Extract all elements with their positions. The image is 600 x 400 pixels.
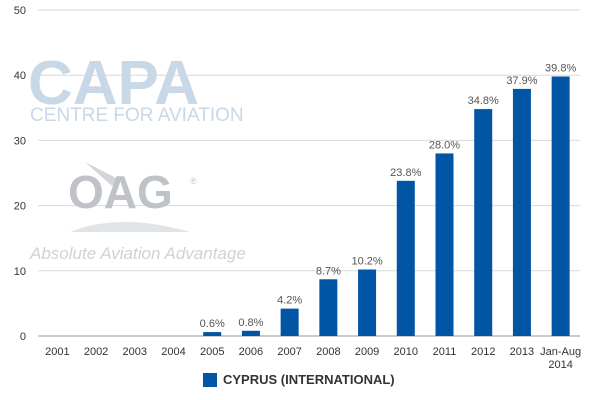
y-tick-label: 40 bbox=[14, 70, 26, 82]
legend-swatch bbox=[203, 372, 217, 387]
data-label: 10.2% bbox=[351, 255, 382, 267]
capa-watermark-subtitle: CENTRE FOR AVIATION bbox=[30, 105, 244, 126]
y-tick-label: 50 bbox=[14, 5, 26, 17]
legend: CYPRUS (INTERNATIONAL) bbox=[203, 372, 395, 387]
oag-registered-mark: ® bbox=[190, 176, 197, 186]
bar bbox=[396, 180, 415, 336]
data-label: 0.6% bbox=[200, 318, 225, 330]
data-label: 37.9% bbox=[506, 75, 537, 87]
bar bbox=[319, 279, 338, 336]
y-tick-label: 30 bbox=[14, 135, 26, 147]
bar bbox=[358, 269, 377, 336]
data-labels: 0.6% 0.8% 4.2% 8.7% 10.2% 23.8% 28.0% 34.8% 37.9… bbox=[200, 63, 577, 331]
data-label: 0.8% bbox=[238, 317, 263, 329]
data-label: 39.8% bbox=[545, 63, 576, 75]
data-label: 4.2% bbox=[277, 295, 302, 307]
x-tick-label: 2003 bbox=[123, 346, 147, 358]
data-label: 28.0% bbox=[429, 139, 460, 151]
x-tick-label: 2008 bbox=[316, 346, 340, 358]
oag-watermark-subtitle: Absolute Aviation Advantage bbox=[29, 244, 246, 263]
x-tick-label: 2011 bbox=[433, 346, 457, 358]
y-tick-label: 20 bbox=[14, 201, 26, 213]
oag-watermark-title: OAG bbox=[68, 166, 173, 218]
bar bbox=[241, 330, 260, 336]
data-label: 34.8% bbox=[468, 95, 499, 107]
x-axis: 2001 2002 2003 2004 2005 2006 2007 2008 2009 2010… bbox=[45, 346, 581, 371]
oag-swoosh-icon bbox=[85, 162, 120, 186]
x-tick-label: 2010 bbox=[394, 346, 418, 358]
capa-watermark-title: CAPA bbox=[28, 49, 199, 118]
bar bbox=[203, 332, 222, 336]
x-tick-label: 2013 bbox=[510, 346, 534, 358]
x-tick-label: 2001 bbox=[45, 346, 69, 358]
oag-wing-icon bbox=[70, 222, 190, 232]
bar bbox=[280, 308, 299, 336]
x-tick-label: 2007 bbox=[277, 346, 301, 358]
y-tick-label: 10 bbox=[14, 266, 26, 278]
x-tick-label: 2005 bbox=[200, 346, 224, 358]
bar bbox=[435, 153, 454, 336]
bars bbox=[203, 76, 570, 336]
x-tick-label: 2009 bbox=[355, 346, 379, 358]
bar bbox=[512, 88, 531, 336]
y-tick-label: 0 bbox=[20, 331, 26, 343]
bar bbox=[474, 109, 493, 336]
legend-label: CYPRUS (INTERNATIONAL) bbox=[223, 372, 395, 387]
data-label: 23.8% bbox=[390, 167, 421, 179]
x-tick-label: 2004 bbox=[161, 346, 185, 358]
y-axis: 0 10 20 30 40 50 bbox=[14, 5, 26, 343]
data-label: 8.7% bbox=[316, 265, 341, 277]
x-tick-label: Jan-Aug 2014 bbox=[540, 346, 581, 371]
x-tick-label: 2006 bbox=[239, 346, 263, 358]
x-tick-label: 2012 bbox=[471, 346, 495, 358]
x-tick-label: 2002 bbox=[84, 346, 108, 358]
watermark: CAPA CENTRE FOR AVIATION OAG ® Absolute … bbox=[28, 49, 246, 263]
bar bbox=[551, 76, 570, 336]
